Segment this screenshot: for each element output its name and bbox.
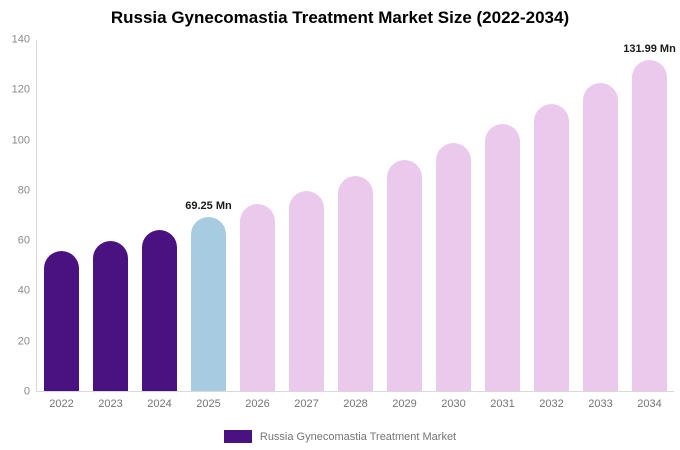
bar-2032 <box>534 104 569 391</box>
x-axis-tick-label: 2033 <box>588 398 613 410</box>
x-axis-tick-label: 2029 <box>392 398 417 410</box>
bar-2025 <box>191 217 226 391</box>
bar-2027 <box>289 190 324 391</box>
x-axis-tick-label: 2032 <box>539 398 564 410</box>
bar-column-2034: 131.99 Mn 2034 <box>623 40 676 410</box>
bar-column-2022: 2022 <box>44 40 79 410</box>
bar-2033 <box>583 82 618 391</box>
bar-2022 <box>44 251 79 391</box>
bars-area: 2022 2023 2024 69.25 Mn 2025 2026 2027 2028 2029… <box>36 40 676 410</box>
legend: Russia Gynecomastia Treatment Market <box>0 430 680 443</box>
bar-2028 <box>338 175 373 391</box>
x-axis-tick-label: 2028 <box>343 398 368 410</box>
bar-column-2026: 2026 <box>240 40 275 410</box>
y-axis-tick-label: 60 <box>17 234 30 247</box>
x-axis-tick-label: 2025 <box>196 398 221 410</box>
x-axis-tick-label: 2030 <box>441 398 466 410</box>
bar-2023 <box>93 240 128 391</box>
y-axis-tick-label: 140 <box>11 33 30 46</box>
bar-2026 <box>240 204 275 391</box>
bar-column-2032: 2032 <box>534 40 569 410</box>
bar-column-2033: 2033 <box>583 40 618 410</box>
x-axis-tick-label: 2031 <box>490 398 515 410</box>
y-axis: 0 20 40 60 80 100 120 140 <box>6 34 34 397</box>
bar-column-2029: 2029 <box>387 40 422 410</box>
bar-column-2030: 2030 <box>436 40 471 410</box>
y-axis-tick-label: 0 <box>23 385 30 398</box>
chart-title: Russia Gynecomastia Treatment Market Siz… <box>110 8 570 27</box>
bar-column-2027: 2027 <box>289 40 324 410</box>
bar-2024 <box>142 229 177 391</box>
y-axis-tick-label: 100 <box>11 134 30 147</box>
x-axis-tick-label: 2026 <box>245 398 270 410</box>
plot-area: 0 20 40 60 80 100 120 140 2022 2023 2024 69.25 Mn 2… <box>6 34 676 410</box>
legend-label: Russia Gynecomastia Treatment Market <box>259 430 457 443</box>
legend-swatch <box>223 430 252 443</box>
bar-2031 <box>485 124 520 391</box>
x-axis-tick-label: 2023 <box>98 398 123 410</box>
x-axis-tick-label: 2022 <box>49 398 74 410</box>
y-axis-tick-label: 80 <box>17 184 30 197</box>
y-axis-tick-label: 120 <box>11 83 30 96</box>
data-label-2034: 131.99 Mn <box>623 43 676 56</box>
x-axis-tick-label: 2024 <box>147 398 172 410</box>
data-label-2025: 69.25 Mn <box>185 200 232 213</box>
bar-column-2025: 69.25 Mn 2025 <box>185 40 231 410</box>
bar-2034 <box>632 60 667 391</box>
bar-column-2023: 2023 <box>93 40 128 410</box>
y-axis-tick-label: 20 <box>17 335 30 348</box>
bar-column-2031: 2031 <box>485 40 520 410</box>
x-axis-tick-label: 2027 <box>294 398 319 410</box>
bar-2030 <box>436 142 471 391</box>
bar-column-2028: 2028 <box>338 40 373 410</box>
y-axis-tick-label: 40 <box>17 284 30 297</box>
bar-column-2024: 2024 <box>142 40 177 410</box>
bar-2029 <box>387 159 422 391</box>
x-axis-tick-label: 2034 <box>637 398 662 410</box>
